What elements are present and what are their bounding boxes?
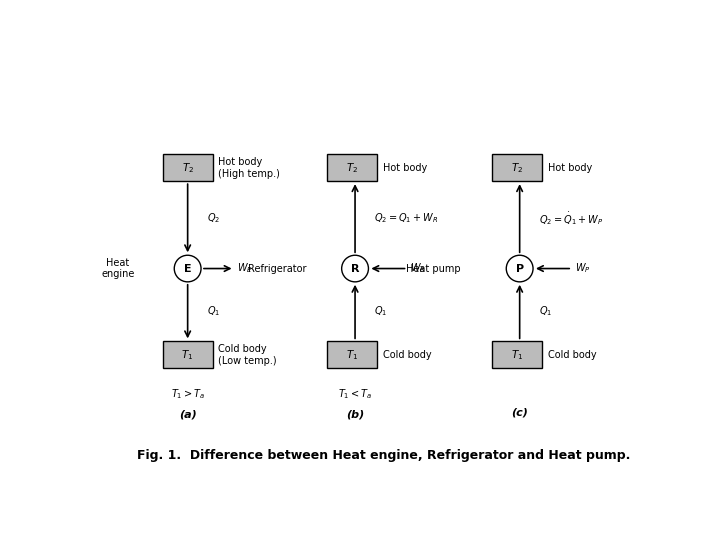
Text: $T_1 > T_a$: $T_1 > T_a$ [171,387,204,401]
Text: (a): (a) [179,410,197,420]
FancyBboxPatch shape [492,341,542,368]
FancyBboxPatch shape [163,154,213,181]
Text: $T_2$: $T_2$ [181,161,194,174]
Text: Cold body: Cold body [547,350,596,360]
Text: $T_2$: $T_2$ [510,161,523,174]
Text: Heat
engine: Heat engine [102,258,135,279]
Text: $T_1 < T_a$: $T_1 < T_a$ [338,387,372,401]
Ellipse shape [506,255,533,282]
Text: $W_E$: $W_E$ [238,262,253,275]
Text: $T_1$: $T_1$ [181,348,194,362]
Text: $T_1$: $T_1$ [346,348,359,362]
Text: Refrigerator: Refrigerator [248,264,306,274]
Text: $Q_1$: $Q_1$ [207,305,220,319]
Ellipse shape [342,255,369,282]
Text: Fig. 1.  Difference between Heat engine, Refrigerator and Heat pump.: Fig. 1. Difference between Heat engine, … [138,449,631,462]
Text: $W_R$: $W_R$ [410,262,426,275]
FancyBboxPatch shape [492,154,542,181]
Text: Hot body: Hot body [383,163,427,173]
Text: Cold body: Cold body [383,350,431,360]
Text: $W_P$: $W_P$ [575,262,590,275]
FancyBboxPatch shape [163,341,213,368]
FancyBboxPatch shape [327,341,377,368]
Text: $T_1$: $T_1$ [510,348,523,362]
Text: $Q_2 = \dot{Q}_1 + W_P$: $Q_2 = \dot{Q}_1 + W_P$ [539,210,603,227]
Text: $Q_2$: $Q_2$ [207,211,220,225]
Text: $Q_1$: $Q_1$ [539,305,552,319]
Text: Heat pump: Heat pump [406,264,461,274]
Text: $Q_2 = Q_1 + W_R$: $Q_2 = Q_1 + W_R$ [374,211,438,225]
Text: E: E [184,264,192,274]
Text: (b): (b) [346,410,364,420]
Ellipse shape [174,255,201,282]
Text: $T_2$: $T_2$ [346,161,359,174]
Text: R: R [351,264,359,274]
Text: $Q_1$: $Q_1$ [374,305,387,319]
Text: Hot body
(High temp.): Hot body (High temp.) [218,157,280,179]
FancyBboxPatch shape [327,154,377,181]
Text: P: P [516,264,523,274]
Text: (c): (c) [511,408,528,418]
Text: Cold body
(Low temp.): Cold body (Low temp.) [218,344,277,366]
Text: Hot body: Hot body [547,163,592,173]
